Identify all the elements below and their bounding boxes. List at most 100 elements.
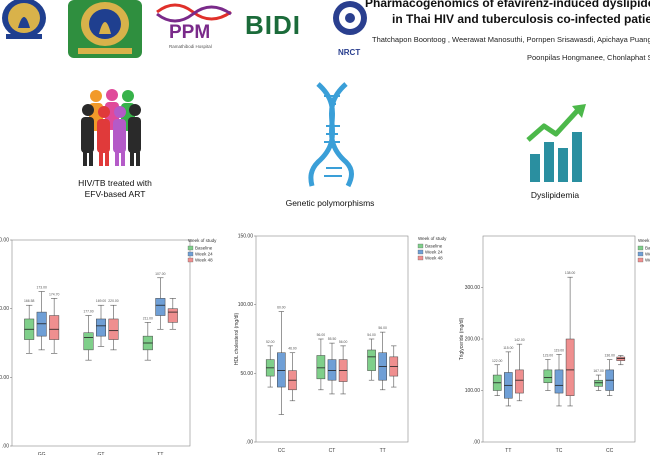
value-label: 138.00 (565, 271, 575, 275)
rising-chart-icon (526, 104, 588, 184)
box-baseline (543, 369, 553, 384)
x-tick-label: TT (380, 448, 386, 454)
y-tick-label: 100.00 (0, 375, 9, 381)
value-label: 54.00 (367, 333, 376, 337)
patients-caption-line-1: HIV/TB treated with (78, 178, 152, 188)
legend-entry: Baseline (645, 246, 650, 251)
authors-line-2: Poonpilas Hongmanee, Chonlaphat Sukasem (527, 53, 650, 62)
value-label: 107.00 (155, 272, 165, 276)
value-label: 55.50 (328, 337, 337, 341)
y-tick-label: .00 (473, 440, 480, 446)
ppm-logo-subtext: Ramathibodi Hospital (169, 44, 212, 49)
y-tick-label: 100.00 (238, 302, 254, 308)
y-tick-label: 150.00 (238, 234, 254, 240)
legend-entry: Week 24 (645, 252, 650, 257)
legend-swatch (417, 255, 424, 261)
value-label: 56.00 (317, 333, 326, 337)
value-label: 56.00 (378, 326, 387, 330)
value-label: 166.58 (24, 299, 34, 303)
y-tick-label: 300.00 (465, 285, 481, 291)
box-baseline (316, 355, 326, 380)
dna-helix-icon (304, 82, 360, 190)
plot-frame (482, 235, 636, 443)
legend-title: Week of study (418, 236, 447, 241)
ppm-logo-text: PPM (169, 22, 211, 43)
box-baseline (594, 379, 603, 387)
x-tick-label: CC (606, 448, 614, 454)
patients-caption-line-2: EFV-based ART (84, 189, 146, 200)
y-tick-label: 300.00 (0, 238, 9, 244)
university-seal-logo-1 (0, 0, 48, 40)
box-plot-triglyceride: 300.00 200.00 100.00 .00 Triglyceride (mg/dl… (459, 235, 650, 454)
legend-entry: Week 48 (195, 258, 213, 263)
legend-entry: Week 24 (195, 252, 213, 257)
chart-panel-2: 150.00 100.00 50.00 .00 HDL cholesterol (mg/… (228, 232, 450, 455)
value-label: 46.00 (288, 347, 297, 351)
value-label: 122.00 (492, 359, 502, 363)
box-week-48 (565, 338, 575, 396)
y-tick-label: .00 (246, 440, 253, 446)
box-week-48 (108, 318, 119, 340)
poster-title-line-2: in Thai HIV and tuberculosis co-infected… (392, 12, 650, 26)
nrct-logo: NRCT (330, 0, 370, 60)
legend-entry: Week 48 (645, 258, 650, 263)
box-week-24 (96, 318, 106, 337)
y-tick-label: 50.00 (240, 371, 253, 377)
legend-swatch (187, 245, 194, 251)
x-tick-label: CC (278, 448, 286, 454)
x-tick-label: TT (505, 448, 511, 454)
legend-swatch (417, 249, 424, 255)
legend-entry: Baseline (195, 246, 213, 251)
value-label: 167.00 (593, 369, 603, 373)
value-label: 177.00 (83, 310, 93, 314)
x-tick-label: CT (329, 448, 336, 454)
legend-swatch (637, 251, 644, 257)
box-week-24 (277, 352, 286, 388)
value-label: 119.00 (554, 348, 564, 352)
value-label: 169.00 (96, 299, 106, 303)
y-axis-label: Triglyceride (mg/dl) (459, 317, 465, 360)
y-tick-label: 200.00 (465, 337, 481, 343)
value-label: 52.00 (266, 340, 275, 344)
value-label: 123.00 (543, 354, 553, 358)
hospital-seal-logo (68, 0, 142, 58)
box-week-24 (155, 298, 166, 316)
value-label: 115.00 (503, 346, 513, 350)
legend-swatch (417, 243, 424, 249)
poster-title-line-1: Pharmacogenomics of efavirenz-induced dy… (365, 0, 650, 10)
value-label: 56.00 (339, 340, 348, 344)
bidi-logo-text: BIDI (245, 10, 301, 40)
legend-title: Week of study (638, 238, 650, 243)
value-label: 60.00 (277, 306, 286, 310)
patients-group-icon (78, 88, 144, 168)
patients-caption: HIV/TB treated with EFV-based ART (60, 178, 170, 201)
y-tick-label: 100.00 (465, 388, 481, 394)
box-week-24 (554, 369, 564, 394)
legend-entry: Baseline (425, 244, 443, 249)
nrct-logo-text: NRCT (338, 48, 361, 57)
y-tick-label: .00 (2, 444, 9, 450)
legend-swatch (637, 257, 644, 263)
box-baseline (83, 332, 94, 351)
box-plot-hdl-cholesterol: 150.00 100.00 50.00 .00 HDL cholesterol (mg/… (234, 234, 447, 455)
dyslipidemia-caption: Dyslipidemia (530, 190, 580, 200)
legend-entry: Week 24 (425, 250, 443, 255)
x-tick-label: TC (556, 448, 563, 454)
value-label: 142.00 (514, 338, 524, 342)
bidi-logo: BIDI (245, 4, 315, 49)
y-axis-label: HDL cholesterol (mg/dl) (234, 313, 240, 366)
authors-line-1: Thatchapon Boontoog , Weerawat Manosuthi… (372, 35, 650, 44)
value-label: 173.00 (36, 286, 46, 290)
box-plot-genotype-1: 300.00200.00100.00.00GGGTTT166.58173.001… (0, 238, 217, 455)
box-week-48 (49, 315, 60, 340)
legend-swatch (187, 257, 194, 263)
box-week-48 (515, 369, 524, 394)
value-label: 136.00 (604, 354, 614, 358)
legend-swatch (637, 245, 644, 251)
chart-panel-3: 300.00 200.00 100.00 .00 Triglyceride (mg/dl… (455, 232, 650, 454)
dna-caption: Genetic polymorphisms (285, 198, 375, 208)
value-label: 174.70 (49, 292, 59, 296)
ppm-logo: PPM Ramathibodi Hospital (155, 0, 235, 52)
box-week-48 (167, 308, 178, 323)
value-label: 220.00 (108, 299, 118, 303)
